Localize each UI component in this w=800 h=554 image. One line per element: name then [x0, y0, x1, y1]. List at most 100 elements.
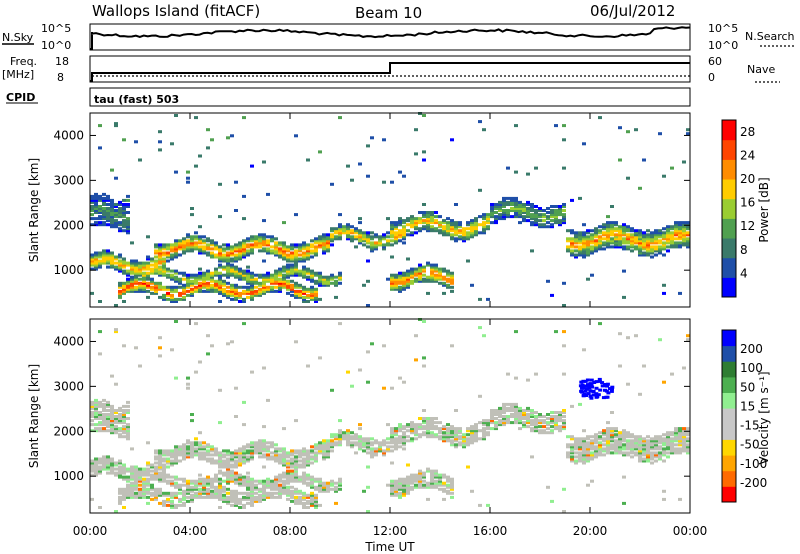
velocity-cell — [194, 441, 198, 445]
velocity-cell — [250, 483, 254, 487]
velocity-cell — [278, 489, 282, 493]
velocity-cell — [106, 471, 110, 475]
power-cell — [238, 255, 242, 259]
power-cell — [562, 219, 566, 223]
power-cell — [182, 243, 186, 247]
power-cell — [322, 237, 326, 241]
velocity-cell — [122, 344, 126, 348]
power-cell — [286, 263, 290, 267]
power-cell — [366, 235, 370, 239]
power-cell — [274, 281, 278, 285]
velocity-cell — [538, 415, 542, 418]
power-cell — [546, 207, 550, 210]
power-cell — [218, 263, 222, 267]
velocity-cell — [430, 419, 434, 423]
velocity-cell — [610, 431, 614, 435]
velocity-cell — [538, 429, 542, 433]
power-cell — [406, 257, 410, 261]
velocity-cell — [118, 409, 122, 412]
power-cell — [262, 235, 266, 239]
power-cell — [482, 128, 486, 132]
power-cell — [306, 293, 310, 297]
velocity-cell — [210, 481, 214, 485]
velocity-cell — [310, 495, 314, 499]
power-cell — [466, 233, 470, 237]
velocity-cell — [386, 437, 390, 441]
velocity-cell — [370, 443, 374, 447]
velocity-cell — [202, 481, 206, 485]
velocity-cell — [190, 447, 194, 451]
velocity-cell — [94, 409, 98, 412]
velocity-cell — [578, 445, 582, 449]
power-cell — [250, 245, 254, 249]
power-cell — [582, 241, 586, 245]
velocity-cell — [306, 483, 310, 487]
velocity-cell — [298, 479, 302, 483]
power-cell — [442, 225, 446, 229]
velocity-cell — [118, 491, 122, 495]
velocity-cell — [410, 485, 414, 489]
velocity-cell — [366, 439, 370, 443]
velocity-cell — [138, 477, 142, 481]
power-cell — [574, 255, 578, 259]
power-cell — [278, 255, 282, 259]
velocity-cell — [190, 453, 194, 457]
power-cell — [470, 283, 474, 287]
velocity-cell — [266, 445, 270, 449]
velocity-cell — [646, 445, 650, 449]
velocity-cell — [294, 465, 298, 469]
velocity-cell — [226, 459, 230, 463]
power-cell — [206, 277, 210, 281]
velocity-cell — [234, 449, 238, 453]
velocity-cell — [94, 473, 98, 477]
velocity-cell — [226, 479, 230, 483]
power-cell — [182, 285, 186, 289]
velocity-cell — [478, 394, 482, 398]
velocity-cell — [226, 449, 230, 453]
velocity-cell — [678, 451, 682, 455]
velocity-cell — [186, 453, 190, 457]
power-cell — [646, 249, 650, 253]
velocity-cell — [478, 429, 482, 433]
power-cell — [218, 215, 222, 219]
velocity-cell — [226, 465, 230, 469]
velocity-cell — [170, 348, 174, 352]
power-cell — [230, 249, 234, 253]
power-cell — [454, 231, 458, 235]
velocity-cell — [630, 449, 634, 453]
power-cell — [242, 297, 246, 301]
velocity-cell — [158, 477, 162, 481]
velocity-cell — [318, 481, 322, 485]
power-cell — [106, 217, 110, 221]
velocity-cell — [150, 487, 154, 491]
power-cell — [198, 154, 202, 158]
power-cell — [130, 269, 134, 273]
power-cell — [618, 245, 622, 249]
velocity-cell — [642, 451, 646, 455]
velocity-cell — [310, 501, 314, 505]
velocity-cell — [550, 415, 554, 418]
power-cell — [394, 241, 398, 245]
velocity-cell — [190, 481, 194, 485]
velocity-cell — [318, 445, 322, 449]
velocity-cell — [366, 510, 370, 513]
velocity-cell — [302, 475, 306, 479]
velocity-cell — [98, 427, 102, 431]
velocity-cell — [530, 411, 534, 414]
power-cell — [478, 231, 482, 235]
velocity-cell — [598, 453, 602, 457]
velocity-cell — [314, 447, 318, 451]
power-cell — [158, 130, 162, 134]
velocity-cell — [278, 473, 282, 477]
velocity-cell — [482, 421, 486, 425]
velocity-cell — [278, 495, 282, 499]
velocity-cell — [218, 491, 222, 495]
velocity-cell — [262, 425, 266, 429]
velocity-cell — [526, 419, 530, 423]
power-cell — [246, 287, 250, 291]
power-cell — [186, 233, 190, 237]
power-cell — [654, 247, 658, 251]
power-cell — [398, 221, 402, 225]
power-cell — [334, 231, 338, 235]
power-cell — [142, 263, 146, 267]
